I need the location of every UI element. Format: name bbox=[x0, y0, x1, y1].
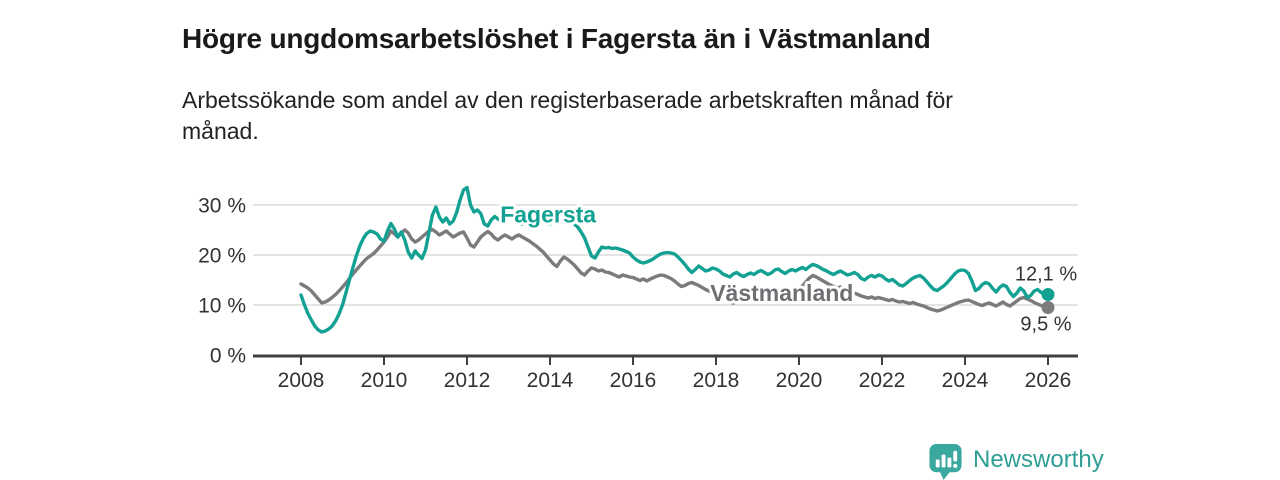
västmanland-end-dot bbox=[1041, 301, 1055, 314]
y-axis-tick-label: 0 % bbox=[210, 345, 246, 368]
västmanland-end-value-label: 9,5 % bbox=[1020, 314, 1071, 336]
x-axis-tick-label: 2018 bbox=[693, 369, 740, 392]
newsworthy-brand[interactable]: Newsworthy bbox=[928, 443, 1104, 480]
x-axis-tick-label: 2024 bbox=[942, 369, 989, 392]
chart-canvas: 0 % 10 % 20 % 30 % 2008 2010 2012 2014 2016 2018 2… bbox=[198, 185, 1078, 392]
y-axis-tick-label: 20 % bbox=[198, 245, 246, 268]
x-axis-tick-label: 2012 bbox=[444, 369, 491, 392]
x-axis-tick-label: 2016 bbox=[610, 369, 657, 392]
x-axis-tick-label: 2026 bbox=[1025, 369, 1072, 392]
västmanland-line bbox=[299, 227, 1050, 313]
fagersta-series-label: Fagersta bbox=[500, 202, 596, 228]
y-axis-tick-label: 10 % bbox=[198, 295, 246, 318]
fagersta-end-dot bbox=[1041, 288, 1055, 301]
fagersta-end-value-label: 12,1 % bbox=[1015, 264, 1077, 286]
västmanland-series-label: Västmanland bbox=[710, 280, 853, 306]
page-title: Högre ungdomsarbetslöshet i Fagersta än … bbox=[182, 22, 931, 54]
fagersta-line bbox=[299, 185, 1050, 334]
bar-chart-speech-bubble-icon bbox=[929, 443, 962, 480]
x-axis-tick-label: 2014 bbox=[527, 369, 574, 392]
x-axis-tick-label: 2020 bbox=[776, 369, 823, 392]
y-axis-tick-label: 30 % bbox=[198, 195, 246, 218]
unemployment-line-chart: 0 % 10 % 20 % 30 % 2008 2010 2012 2014 2016 2018 2… bbox=[190, 168, 1090, 398]
chart-subtitle: Arbetssökande som andel av den registerb… bbox=[182, 87, 953, 144]
x-axis-tick-label: 2022 bbox=[859, 369, 906, 392]
x-axis-tick-label: 2008 bbox=[278, 369, 325, 392]
brand-name: Newsworthy bbox=[973, 446, 1104, 473]
x-axis-tick-label: 2010 bbox=[361, 369, 408, 392]
